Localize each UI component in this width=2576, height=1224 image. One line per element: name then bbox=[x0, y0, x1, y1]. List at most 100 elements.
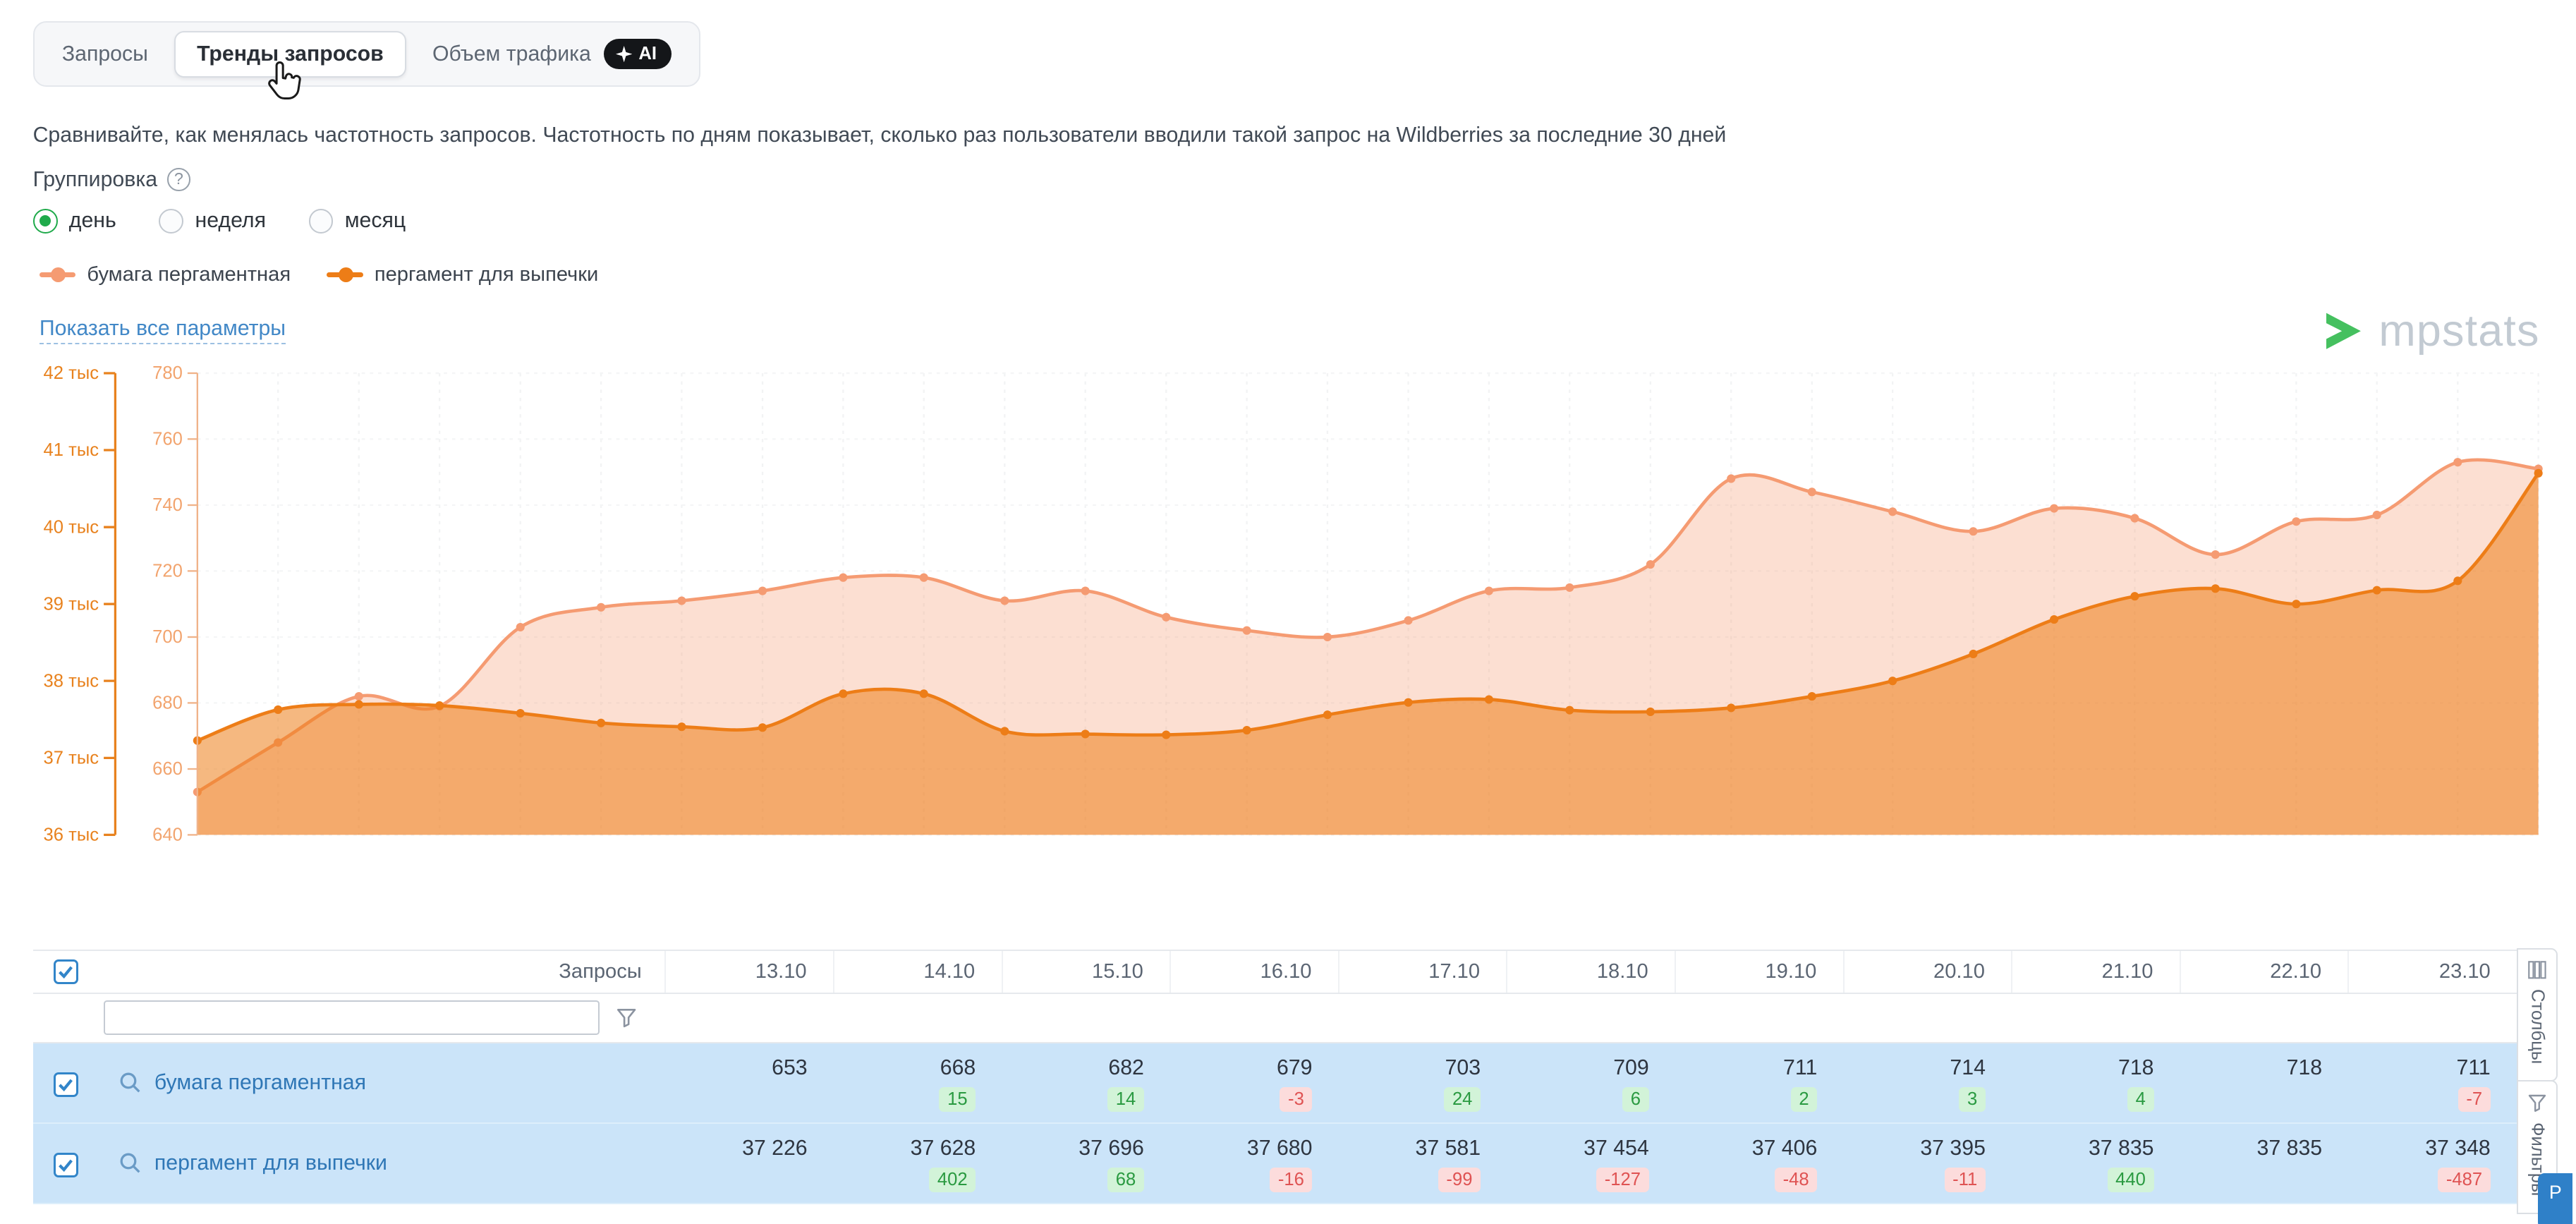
query-row: бумага пергаментная 653 668 15 682 14 679 -3 703… bbox=[32, 1042, 2517, 1124]
date-column-header[interactable]: 17.10 bbox=[1337, 950, 1507, 994]
help-icon[interactable]: ? bbox=[167, 168, 190, 191]
svg-text:640: 640 bbox=[152, 825, 183, 844]
frequency-value: 37 226 bbox=[742, 1137, 808, 1161]
frequency-value: 37 454 bbox=[1584, 1137, 1649, 1161]
columns-tab-label: Столбцы bbox=[2527, 988, 2548, 1065]
value-cell: 37 348 -487 bbox=[2348, 1122, 2517, 1204]
delta-badge: -3 bbox=[1280, 1087, 1313, 1113]
query-cell[interactable]: бумага пергаментная bbox=[98, 1042, 666, 1124]
radio-dot bbox=[159, 208, 184, 234]
value-cell: 653 bbox=[665, 1042, 834, 1124]
delta-badge: -48 bbox=[1775, 1168, 1818, 1193]
value-cell: 682 14 bbox=[1002, 1042, 1171, 1124]
row-checkbox[interactable] bbox=[53, 1152, 78, 1177]
show-all-params-link[interactable]: Показать все параметры bbox=[39, 317, 286, 344]
queries-column-header[interactable]: Запросы bbox=[98, 950, 666, 994]
frequency-value: 37 406 bbox=[1751, 1137, 1818, 1161]
filter-row-cell bbox=[1170, 993, 1339, 1043]
queries-table-wrap: Запросы 13.10 14.10 15.10 16.10 17.10 18.10 19.… bbox=[32, 950, 2517, 1204]
legend-marker bbox=[327, 267, 363, 282]
frequency-value: 718 bbox=[2118, 1056, 2154, 1080]
delta-badge: -11 bbox=[1944, 1168, 1986, 1193]
columns-icon bbox=[2528, 961, 2546, 979]
select-all-checkbox[interactable] bbox=[53, 959, 78, 984]
legend-item-parchment[interactable]: пергамент для выпечки bbox=[327, 263, 598, 286]
filter-cell bbox=[98, 993, 666, 1043]
tab-label: Запросы bbox=[61, 42, 148, 66]
trends-chart-canvas[interactable]: 42 тыс 41 тыс 40 тыс 39 тыс 38 тыс 37 тыс 36 т… bbox=[13, 358, 2563, 861]
date-column-header[interactable]: 13.10 bbox=[664, 950, 834, 994]
frequency-value: 679 bbox=[1276, 1056, 1313, 1080]
sparkle-icon bbox=[615, 46, 633, 63]
svg-text:760: 760 bbox=[152, 429, 183, 449]
date-column-header[interactable]: 20.10 bbox=[1842, 950, 2012, 994]
funnel-icon bbox=[2528, 1095, 2546, 1113]
table-header-row: Запросы 13.10 14.10 15.10 16.10 17.10 18.10 19.… bbox=[32, 950, 2517, 994]
frequency-value: 682 bbox=[1108, 1056, 1144, 1080]
value-cell: 37 395 -11 bbox=[1843, 1122, 2012, 1204]
frequency-value: 718 bbox=[2286, 1056, 2323, 1080]
delta-badge: 4 bbox=[2127, 1087, 2154, 1113]
bottom-right-tab[interactable]: Р bbox=[2538, 1173, 2573, 1224]
tab-label: Тренды запросов bbox=[197, 42, 384, 66]
trends-chart[interactable]: 42 тыс 41 тыс 40 тыс 39 тыс 38 тыс 37 тыс 36 т… bbox=[13, 358, 2563, 861]
delta-badge: 24 bbox=[1444, 1087, 1481, 1113]
date-column-header[interactable]: 14.10 bbox=[832, 950, 1002, 994]
frequency-value: 37 696 bbox=[1079, 1137, 1144, 1161]
frequency-value: 711 bbox=[1783, 1056, 1818, 1080]
value-cell: 37 406 -48 bbox=[1675, 1122, 1844, 1204]
filter-row-cell bbox=[833, 993, 1002, 1043]
select-all-cell bbox=[32, 950, 99, 994]
svg-text:42 тыс: 42 тыс bbox=[43, 363, 99, 383]
frequency-value: 37 835 bbox=[2088, 1137, 2154, 1161]
legend-label: бумага пергаментная bbox=[87, 262, 291, 286]
value-cell: 37 835 bbox=[2180, 1122, 2349, 1204]
funnel-icon[interactable] bbox=[616, 1007, 637, 1028]
date-column-header[interactable]: 16.10 bbox=[1169, 950, 1339, 994]
date-column-header[interactable]: 15.10 bbox=[1001, 950, 1171, 994]
row-checkbox-cell bbox=[32, 1122, 99, 1204]
filter-row-cell bbox=[2180, 993, 2349, 1043]
frequency-value: 37 348 bbox=[2425, 1137, 2491, 1161]
view-tab-bar: Запросы Тренды запросов Объем трафика AI bbox=[32, 21, 701, 87]
frequency-value: 711 bbox=[2456, 1056, 2491, 1080]
svg-text:740: 740 bbox=[152, 495, 183, 515]
date-column-header[interactable]: 22.10 bbox=[2179, 950, 2349, 994]
filter-row bbox=[32, 993, 2517, 1043]
radio-month[interactable]: месяц bbox=[308, 208, 406, 234]
query-cell[interactable]: пергамент для выпечки bbox=[98, 1122, 666, 1204]
svg-text:780: 780 bbox=[152, 363, 183, 383]
svg-text:40 тыс: 40 тыс bbox=[43, 517, 99, 537]
tab-query-trends[interactable]: Тренды запросов bbox=[174, 30, 407, 78]
date-column-header[interactable]: 23.10 bbox=[2347, 950, 2517, 994]
tab-queries[interactable]: Запросы bbox=[40, 31, 171, 78]
frequency-value: 37 395 bbox=[1920, 1137, 1986, 1161]
grouping-row: Группировка ? bbox=[33, 168, 190, 192]
radio-dot bbox=[308, 208, 334, 234]
query-filter-input[interactable] bbox=[103, 1000, 600, 1036]
radio-label: день bbox=[68, 209, 116, 233]
legend-marker bbox=[39, 267, 76, 282]
filter-row-cell bbox=[2348, 993, 2517, 1043]
ai-badge-text: AI bbox=[638, 44, 657, 64]
date-column-header[interactable]: 19.10 bbox=[1674, 950, 1844, 994]
legend-label: пергамент для выпечки bbox=[374, 262, 599, 286]
svg-text:41 тыс: 41 тыс bbox=[43, 440, 99, 460]
value-cell: 37 226 bbox=[665, 1122, 834, 1204]
frequency-value: 714 bbox=[1950, 1056, 1986, 1080]
tab-traffic-volume[interactable]: Объем трафика AI bbox=[410, 28, 695, 80]
grouping-label: Группировка bbox=[32, 167, 158, 191]
frequency-value: 37 680 bbox=[1246, 1137, 1313, 1161]
value-cell: 668 15 bbox=[833, 1042, 1002, 1124]
svg-text:660: 660 bbox=[152, 759, 183, 779]
radio-week[interactable]: неделя bbox=[159, 208, 266, 234]
date-column-header[interactable]: 18.10 bbox=[1506, 950, 1675, 994]
legend-item-paper[interactable]: бумага пергаментная bbox=[39, 262, 291, 286]
radio-day[interactable]: день bbox=[32, 208, 116, 234]
value-cell: 714 3 bbox=[1843, 1042, 2012, 1124]
date-column-header[interactable]: 21.10 bbox=[2011, 950, 2180, 994]
columns-tab[interactable]: Столбцы bbox=[2517, 947, 2558, 1082]
delta-badge: -127 bbox=[1596, 1168, 1649, 1193]
row-checkbox[interactable] bbox=[53, 1072, 78, 1097]
